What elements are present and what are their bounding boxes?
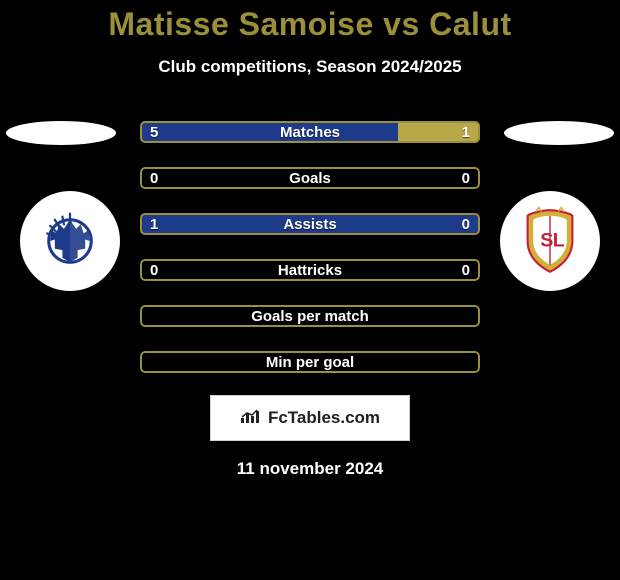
comparison-infographic: Matisse Samoise vs Calut Club competitio… — [0, 0, 620, 580]
footer-date: 11 november 2024 — [0, 441, 620, 479]
stat-label: Min per goal — [140, 351, 480, 373]
stat-label: Goals — [140, 167, 480, 189]
svg-text:S: S — [540, 230, 553, 252]
stat-row: 00Hattricks — [140, 259, 480, 281]
right-team-badge: S L — [500, 191, 600, 291]
stat-bars: 51Matches 00Goals 10Assists 00Hattricks Goal… — [140, 121, 480, 373]
left-portrait-ellipse — [6, 121, 116, 145]
right-portrait-ellipse — [504, 121, 614, 145]
stat-label: Matches — [140, 121, 480, 143]
page-subtitle: Club competitions, Season 2024/2025 — [0, 43, 620, 77]
main-layout: 51Matches 00Goals 10Assists 00Hattricks Goal… — [0, 121, 620, 373]
stat-row: 00Goals — [140, 167, 480, 189]
stat-row: Min per goal — [140, 351, 480, 373]
branding-text: FcTables.com — [268, 408, 380, 428]
left-team-badge — [20, 191, 120, 291]
svg-text:L: L — [553, 230, 565, 252]
gent-logo-icon — [32, 203, 108, 279]
branding-box: FcTables.com — [210, 395, 410, 441]
stat-row: Goals per match — [140, 305, 480, 327]
stat-label: Goals per match — [140, 305, 480, 327]
chart-icon — [240, 408, 262, 429]
stat-label: Hattricks — [140, 259, 480, 281]
stat-row: 51Matches — [140, 121, 480, 143]
page-title: Matisse Samoise vs Calut — [0, 0, 620, 43]
stat-row: 10Assists — [140, 213, 480, 235]
stat-label: Assists — [140, 213, 480, 235]
standard-logo-icon: S L — [515, 197, 585, 285]
